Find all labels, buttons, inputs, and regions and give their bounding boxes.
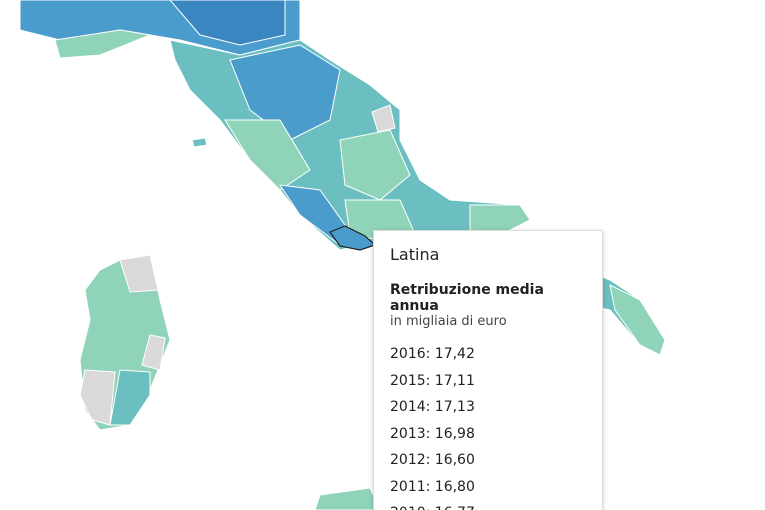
elba bbox=[191, 137, 208, 148]
sardinia-grey-w bbox=[79, 369, 116, 426]
tooltip-row: 2011: 16,80 bbox=[390, 478, 475, 495]
tooltip-row: 2012: 16,60 bbox=[390, 452, 475, 468]
tooltip-title: Latina bbox=[390, 245, 440, 264]
sardinia-south bbox=[109, 369, 151, 426]
sardinia-grey-n bbox=[119, 254, 159, 293]
tooltip-rows: 2016: 17,42 2015: 17,11 2014: 17,13 2013: 1… bbox=[390, 341, 586, 510]
tooltip: Latina Retribuzione media annua in migli… bbox=[373, 230, 603, 510]
puglia-north bbox=[469, 204, 531, 236]
tuscany bbox=[229, 44, 341, 141]
tooltip-row: 2014: 17,13 bbox=[390, 399, 475, 415]
tooltip-row: 2015: 17,11 bbox=[390, 372, 475, 389]
sicily bbox=[314, 487, 381, 510]
north-region-dark bbox=[169, 0, 286, 46]
sardinia-grey-e bbox=[141, 334, 166, 371]
lazio-north bbox=[224, 119, 311, 191]
tooltip-unit: in migliaia di euro bbox=[390, 314, 507, 329]
grey-province bbox=[371, 104, 396, 133]
abruzzo bbox=[339, 129, 411, 201]
tooltip-row: 2013: 16,98 bbox=[390, 425, 475, 442]
salento bbox=[609, 284, 666, 356]
tooltip-row: 2016: 17,42 bbox=[390, 346, 475, 362]
tooltip-metric: Retribuzione media annua bbox=[390, 282, 544, 314]
tooltip-row: 2010: 16,77 bbox=[390, 500, 586, 510]
liguria bbox=[54, 29, 152, 59]
